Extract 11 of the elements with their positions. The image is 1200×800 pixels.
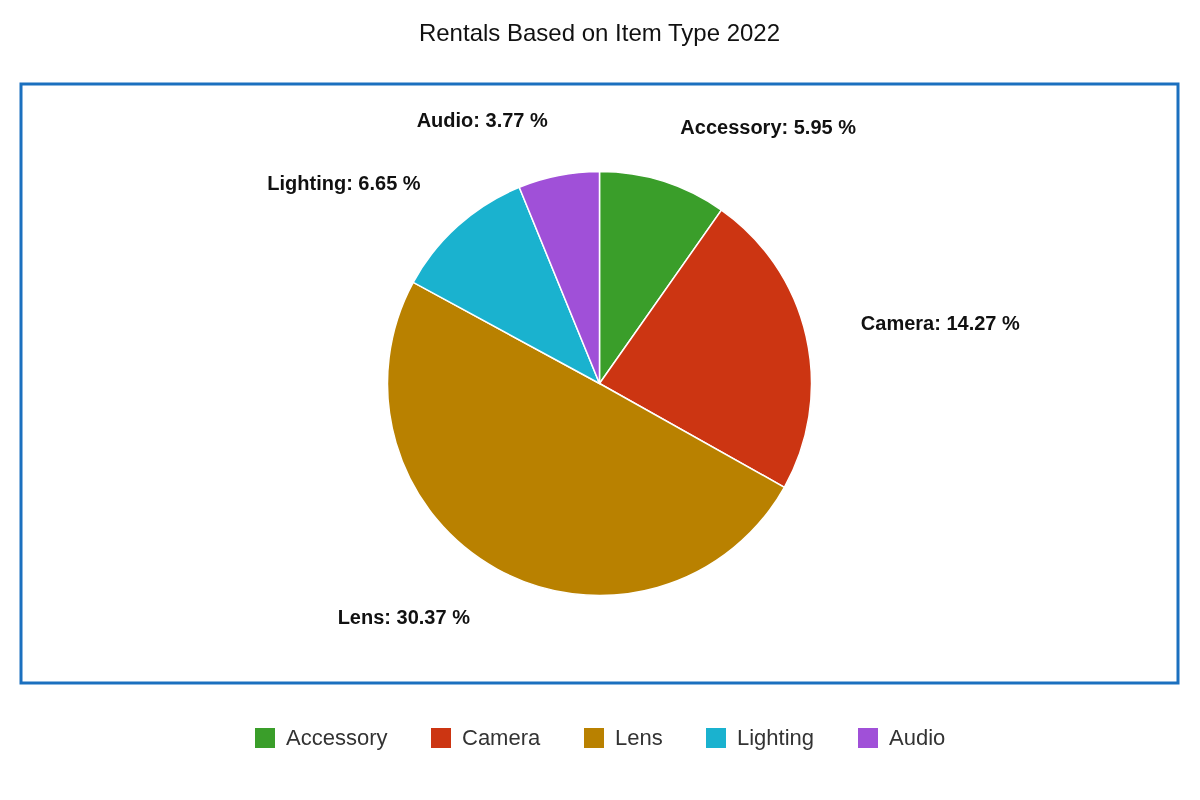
legend-label: Accessory (286, 725, 388, 750)
data-label: Accessory: 5.95 % (680, 115, 857, 138)
data-label: Audio: 3.77 % (416, 108, 549, 131)
legend-label: Lens (615, 725, 663, 750)
legend-label: Camera (462, 725, 542, 750)
legend-label: Lighting (737, 725, 815, 750)
chart-title: Rentals Based on Item Type 2022 (418, 19, 781, 46)
data-label: Lighting: 6.65 % (267, 171, 421, 194)
data-label: Lens: 30.37 % (337, 606, 471, 629)
data-label: Camera: 14.27 % (860, 312, 1021, 335)
legend-label: Audio (889, 725, 946, 750)
